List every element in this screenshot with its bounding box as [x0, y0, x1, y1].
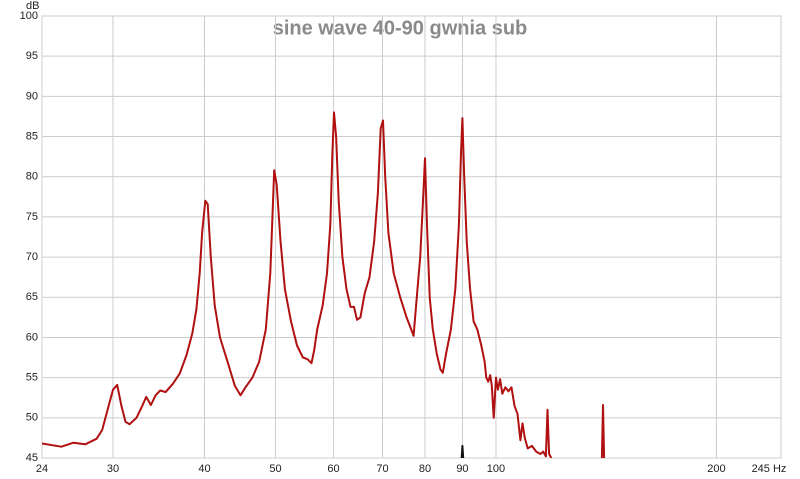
y-tick-label: 75: [26, 211, 38, 223]
y-tick-label: 85: [26, 130, 38, 142]
chart-title: sine wave 40-90 gwnia sub: [273, 17, 528, 39]
x-tick-label: 30: [107, 463, 119, 475]
x-tick-label: 24: [36, 463, 48, 475]
series-line: [460, 444, 465, 458]
x-tick-label: 200: [707, 463, 725, 475]
x-tick-label: 50: [269, 463, 281, 475]
x-tick-label: 90: [456, 463, 468, 475]
x-tick-label: 70: [376, 463, 388, 475]
x-tick-label: 40: [198, 463, 210, 475]
y-tick-label: 45: [26, 452, 38, 464]
y-tick-label: 90: [26, 90, 38, 102]
series-group: [42, 111, 606, 458]
y-axis-label: dB: [26, 0, 39, 12]
y-tick-label: 60: [26, 331, 38, 343]
x-tick-label: 245 Hz: [752, 463, 787, 475]
x-tick-label: 100: [487, 463, 505, 475]
plot-area: [41, 15, 782, 459]
y-tick-label: 95: [26, 50, 38, 62]
y-tick-label: 100: [20, 10, 38, 22]
series-line: [42, 111, 606, 458]
y-tick-label: 65: [26, 291, 38, 303]
x-tick-label: 60: [327, 463, 339, 475]
y-tick-label: 70: [26, 251, 38, 263]
x-tick-label: 80: [419, 463, 431, 475]
y-tick-label: 55: [26, 372, 38, 384]
y-tick-label: 50: [26, 412, 38, 424]
y-tick-label: 80: [26, 171, 38, 183]
